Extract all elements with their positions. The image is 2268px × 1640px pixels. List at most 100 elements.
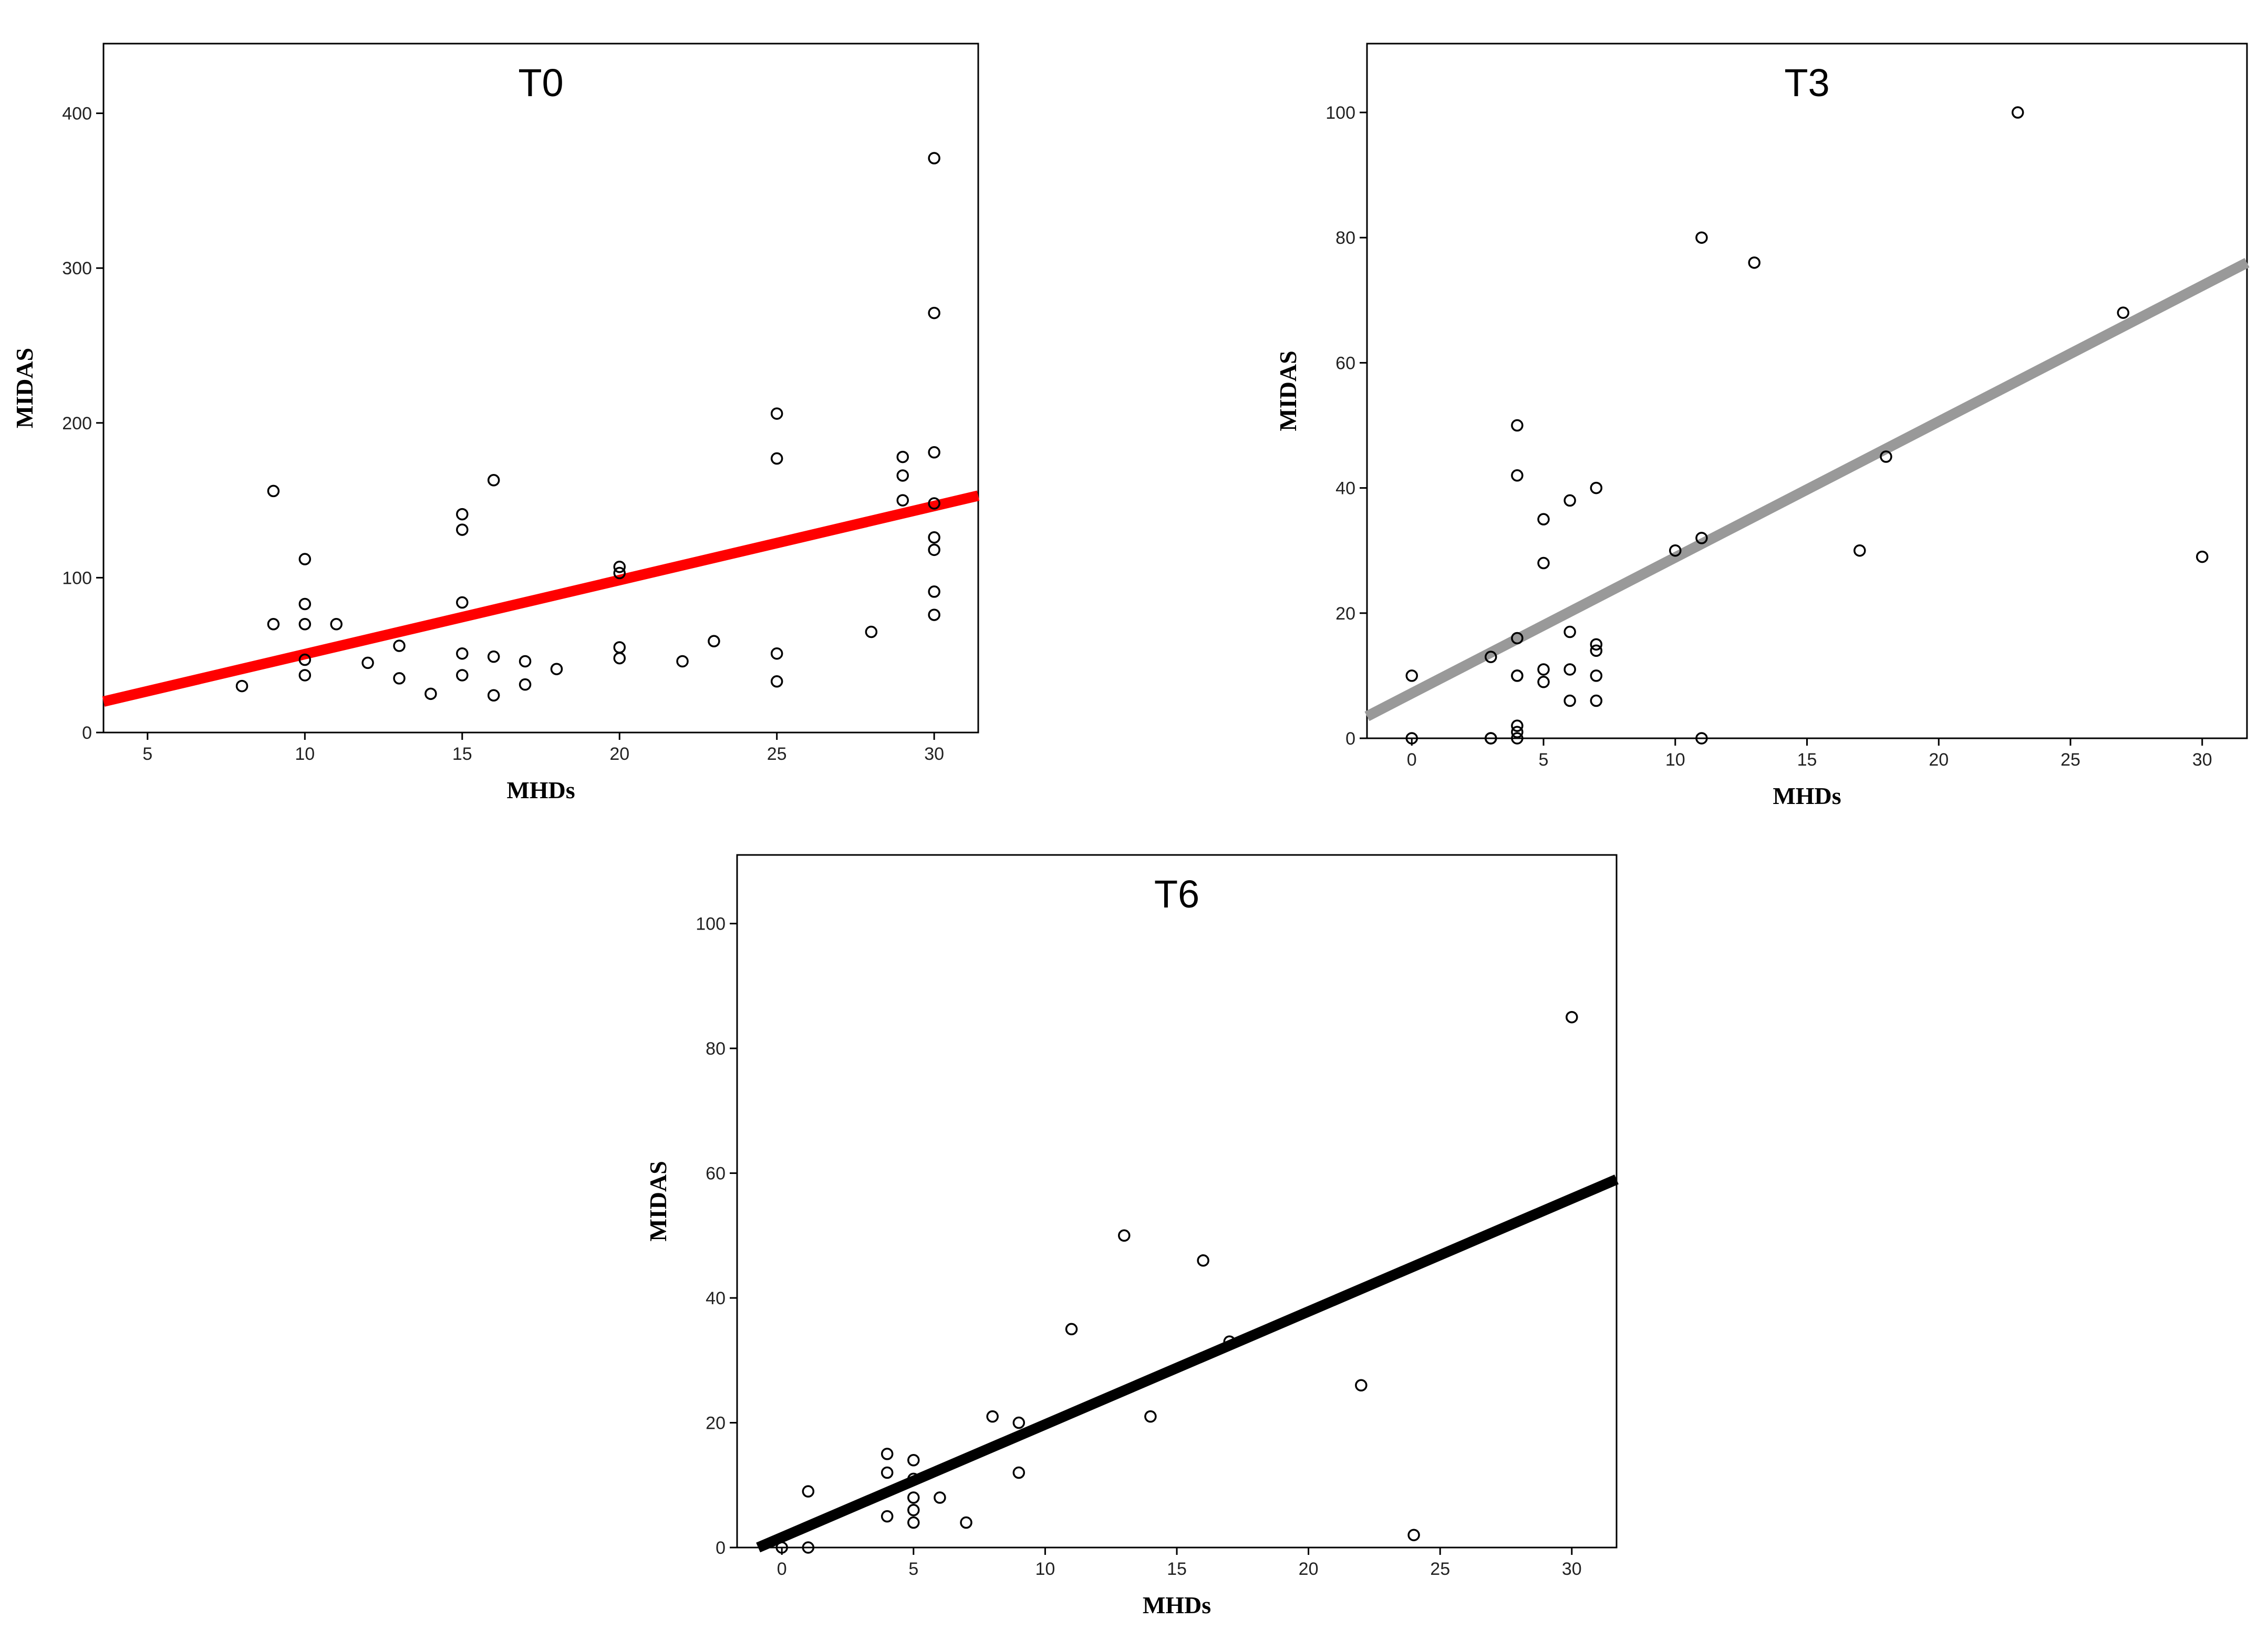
data-point (1695, 732, 1708, 745)
data-point (1012, 1416, 1026, 1429)
x-axis-title: MHDs (506, 777, 575, 803)
data-point (1065, 1323, 1078, 1336)
data-point (934, 1491, 946, 1504)
data-point (330, 618, 343, 631)
x-tick-label: 25 (2060, 750, 2080, 770)
data-point (770, 452, 783, 465)
data-point (1590, 481, 1603, 494)
x-tick-label: 15 (1167, 1559, 1187, 1579)
data-point (1405, 732, 1418, 745)
data-point (1563, 663, 1576, 676)
data-point (298, 669, 312, 682)
plot-area (1366, 43, 2248, 739)
y-tick-label: 0 (82, 723, 92, 743)
data-point (1355, 1379, 1368, 1392)
fit-line (756, 1174, 1619, 1553)
x-tick-label: 20 (609, 744, 629, 764)
data-point (487, 650, 500, 663)
data-point (1511, 469, 1524, 482)
x-tick-label: 30 (1562, 1559, 1582, 1579)
data-point (298, 553, 312, 565)
data-point (267, 484, 280, 498)
data-point (2117, 306, 2130, 319)
y-tick-label: 0 (716, 1538, 726, 1558)
data-point (1748, 256, 1760, 269)
y-tick-label: 300 (62, 259, 92, 279)
data-point (907, 1504, 920, 1517)
y-tick-label: 0 (1345, 729, 1355, 749)
data-point (2195, 550, 2209, 563)
data-point (2011, 106, 2024, 119)
data-point (361, 656, 374, 669)
data-point (928, 152, 940, 164)
y-tick-label: 20 (1335, 604, 1355, 624)
x-tick-label: 10 (1665, 750, 1685, 770)
data-point (298, 597, 312, 611)
data-point (1566, 1010, 1578, 1024)
data-point (1590, 694, 1603, 707)
y-tick-label: 40 (1335, 479, 1355, 499)
data-point (424, 687, 437, 700)
data-point (1537, 663, 1550, 676)
y-tick-label: 60 (1335, 353, 1355, 373)
y-tick-label: 80 (706, 1039, 726, 1059)
y-axis-title: MIDAS (11, 348, 38, 428)
data-point (1853, 544, 1866, 557)
data-point (770, 407, 783, 420)
data-point (881, 1448, 894, 1460)
y-tick-label: 40 (706, 1288, 726, 1308)
panel-title: T6 (1154, 872, 1199, 916)
data-point (298, 618, 312, 631)
data-point (802, 1541, 815, 1554)
x-axis-title: MHDs (1143, 1592, 1211, 1618)
data-point (907, 1516, 920, 1529)
y-tick-label: 400 (62, 104, 92, 124)
y-axis-title: MIDAS (645, 1161, 671, 1241)
data-point (1144, 1410, 1157, 1423)
data-point (896, 494, 909, 507)
data-point (928, 608, 940, 621)
data-point (1511, 719, 1524, 732)
panel-t6: T6 0 5 10 15 20 25 30 0 20 40 60 80 100 MHDs MIDAS (645, 854, 1619, 1618)
data-point (1197, 1254, 1209, 1267)
y-axis-title: MIDAS (1275, 350, 1301, 431)
plot-area (102, 43, 979, 734)
data-point (1407, 1529, 1420, 1542)
data-point (1511, 632, 1524, 645)
panel-t3: T3 0 5 10 15 20 25 30 0 20 40 60 80 100 MHDs MIDAS (1275, 43, 2250, 809)
data-point (613, 561, 626, 573)
data-point (775, 1541, 788, 1554)
y-tick-label: 80 (1335, 228, 1355, 248)
data-point (1590, 638, 1603, 651)
data-point (613, 641, 626, 654)
data-point (235, 679, 248, 693)
x-tick-label: 0 (777, 1559, 787, 1579)
data-point (881, 1466, 894, 1479)
data-point (1012, 1466, 1026, 1479)
x-tick-label: 5 (908, 1559, 918, 1579)
data-point (770, 647, 783, 660)
x-tick-label: 10 (1035, 1559, 1055, 1579)
data-point (298, 653, 312, 666)
data-point (907, 1472, 920, 1486)
data-point (519, 655, 532, 668)
data-point (393, 672, 406, 685)
y-tick-label: 100 (62, 568, 92, 588)
x-tick-label: 15 (1797, 750, 1817, 770)
x-tick-label: 25 (767, 744, 787, 764)
data-point (928, 585, 940, 598)
data-point (393, 640, 406, 652)
data-point (456, 596, 469, 609)
data-point (487, 689, 500, 702)
data-point (986, 1410, 999, 1423)
data-point (907, 1454, 920, 1467)
data-point (896, 469, 909, 482)
data-point (1537, 676, 1550, 688)
x-tick-label: 20 (1929, 750, 1949, 770)
data-point (456, 647, 469, 660)
data-point (519, 678, 532, 691)
x-tick-label: 0 (1407, 750, 1417, 770)
data-point (928, 531, 940, 544)
x-tick-label: 15 (452, 744, 472, 764)
